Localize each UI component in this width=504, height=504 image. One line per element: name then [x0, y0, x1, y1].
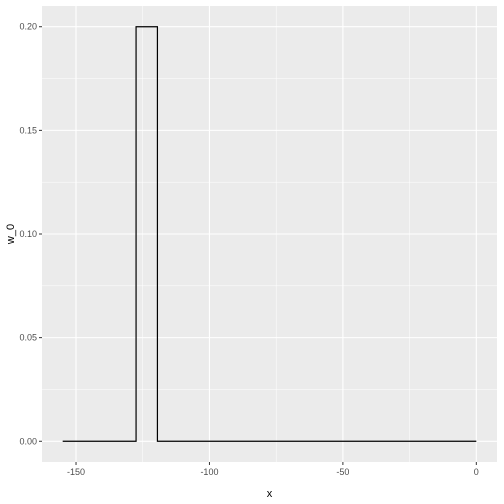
x-tick-label: -100	[200, 467, 218, 477]
x-tick-label: -150	[67, 467, 85, 477]
x-tick-label: 0	[474, 467, 479, 477]
y-tick-label: 0.05	[19, 333, 37, 343]
y-tick-label: 0.20	[19, 22, 37, 32]
x-axis-title: x	[267, 488, 273, 500]
series-line	[62, 26, 477, 442]
y-tick-label: 0.15	[19, 125, 37, 135]
y-tick-label: 0.00	[19, 436, 37, 446]
y-tick-label: 0.10	[19, 229, 37, 239]
major-gridlines	[42, 6, 497, 462]
x-axis: -150 -100 -50 0	[67, 462, 479, 477]
y-axis: 0.00 0.05 0.10 0.15 0.20	[19, 22, 42, 446]
x-tick-label: -50	[336, 467, 349, 477]
y-axis-title: w_0	[5, 224, 17, 245]
